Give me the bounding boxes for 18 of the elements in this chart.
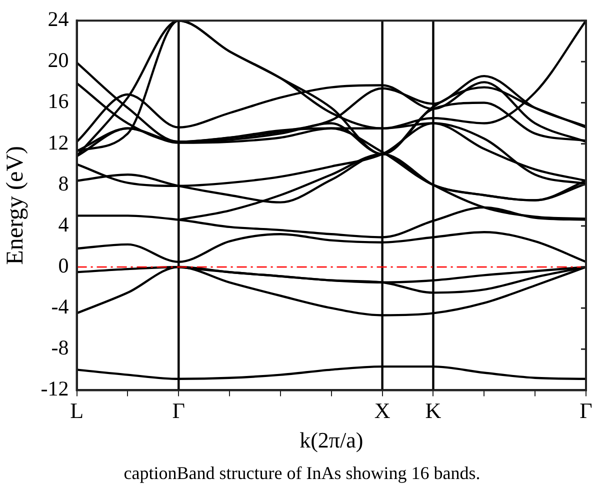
y-axis-title: Energy (eV) xyxy=(2,146,29,265)
y-tick-label: 24 xyxy=(48,7,70,32)
text: captionBand structure of InAs showing 16 bands. xyxy=(122,463,482,484)
x-axis-title: k(2π/a) xyxy=(300,428,364,453)
y-tick-label: 4 xyxy=(58,212,70,236)
y-tick-label: 16 xyxy=(48,89,69,114)
y-tick-label: -4 xyxy=(51,294,70,319)
y-tick-label: -8 xyxy=(51,336,69,360)
y-tick-label: 20 xyxy=(48,48,69,72)
y-tick-label: -12 xyxy=(40,376,69,401)
x-tick-label: K xyxy=(425,398,442,424)
y-tick-label: 0 xyxy=(58,254,69,278)
y-tick-label: 12 xyxy=(48,130,69,154)
x-tick-label: L xyxy=(70,398,84,424)
y-tick-label: 8 xyxy=(58,171,69,196)
x-tick-label: X xyxy=(374,398,390,424)
x-tick-label: Γ xyxy=(580,398,593,424)
x-tick-label: Γ xyxy=(172,398,186,424)
